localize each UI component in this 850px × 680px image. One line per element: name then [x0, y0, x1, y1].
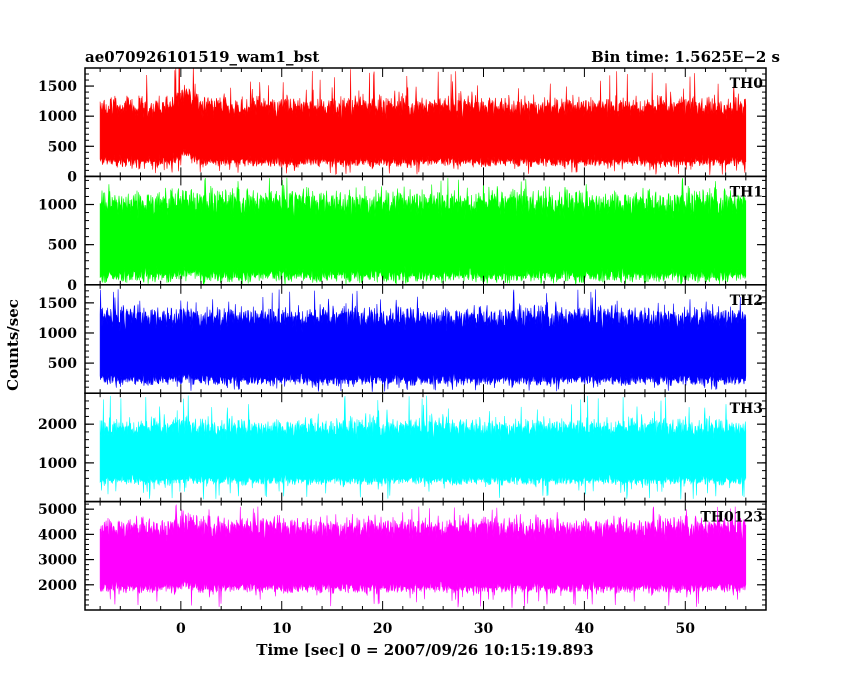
bin-time-label: Bin time: 1.5625E−2 s [591, 48, 780, 66]
y-tick-label: 3000 [38, 553, 77, 569]
y-tick-label: 1000 [38, 109, 77, 125]
x-tick-label: 20 [373, 621, 393, 637]
y-tick-label: 5000 [38, 502, 77, 518]
panel-label-th2: TH2 [730, 293, 763, 309]
x-tick-label: 0 [176, 621, 186, 637]
y-tick-label: 500 [48, 139, 77, 155]
x-axis-ticks: 0 10 20 30 40 50 [176, 621, 695, 637]
panel-label-th3: TH3 [730, 401, 763, 417]
y-tick-label: 500 [48, 356, 77, 372]
y-axis-label: Counts/sec [4, 299, 22, 391]
series-band-th0 [99, 68, 747, 175]
x-axis-label: Time [sec] 0 = 2007/09/26 10:15:19.893 [256, 641, 593, 659]
y-tick-label: 2000 [38, 417, 77, 433]
y-tick-label: 4000 [38, 527, 77, 543]
series-band-th2 [99, 289, 747, 392]
y-tick-label: 500 [48, 238, 77, 254]
y-tick-label: 1500 [38, 79, 77, 95]
series-band-th0123 [99, 504, 747, 608]
y-tick-label: 0 [67, 169, 77, 185]
panel-frame [84, 500, 767, 611]
x-tick-label: 40 [575, 621, 595, 637]
y-tick-label: 1000 [38, 456, 77, 472]
panel-th0123: 2000 3000 4000 5000 TH0123 [38, 500, 767, 611]
x-tick-label: 50 [676, 621, 696, 637]
y-tick-label: 1500 [38, 296, 77, 312]
chart-title: ae070926101519_wam1_bst [85, 48, 319, 66]
y-tick-label: 2000 [38, 578, 77, 594]
panel-th0: 0 500 1000 1500 TH0 [38, 67, 767, 185]
y-tick-label: 0 [67, 278, 77, 294]
panels-group: 0 500 1000 1500 TH0 0 500 1000 TH1 500 1000 1500 TH2… [38, 67, 767, 611]
x-tick-label: 30 [474, 621, 494, 637]
panel-th1: 0 500 1000 TH1 [38, 175, 767, 294]
series-band-th3 [99, 395, 747, 500]
x-tick-label: 10 [272, 621, 292, 637]
y-tick-label: 1000 [38, 198, 77, 214]
panel-label-th0: TH0 [730, 76, 764, 92]
panel-th2: 500 1000 1500 TH2 [38, 284, 767, 394]
panel-label-th1: TH1 [730, 184, 763, 200]
series-band-th1 [99, 177, 747, 285]
panel-th3: 1000 2000 TH3 [38, 392, 767, 503]
panel-label-th0123: TH0123 [700, 510, 763, 526]
y-tick-label: 1000 [38, 326, 77, 342]
